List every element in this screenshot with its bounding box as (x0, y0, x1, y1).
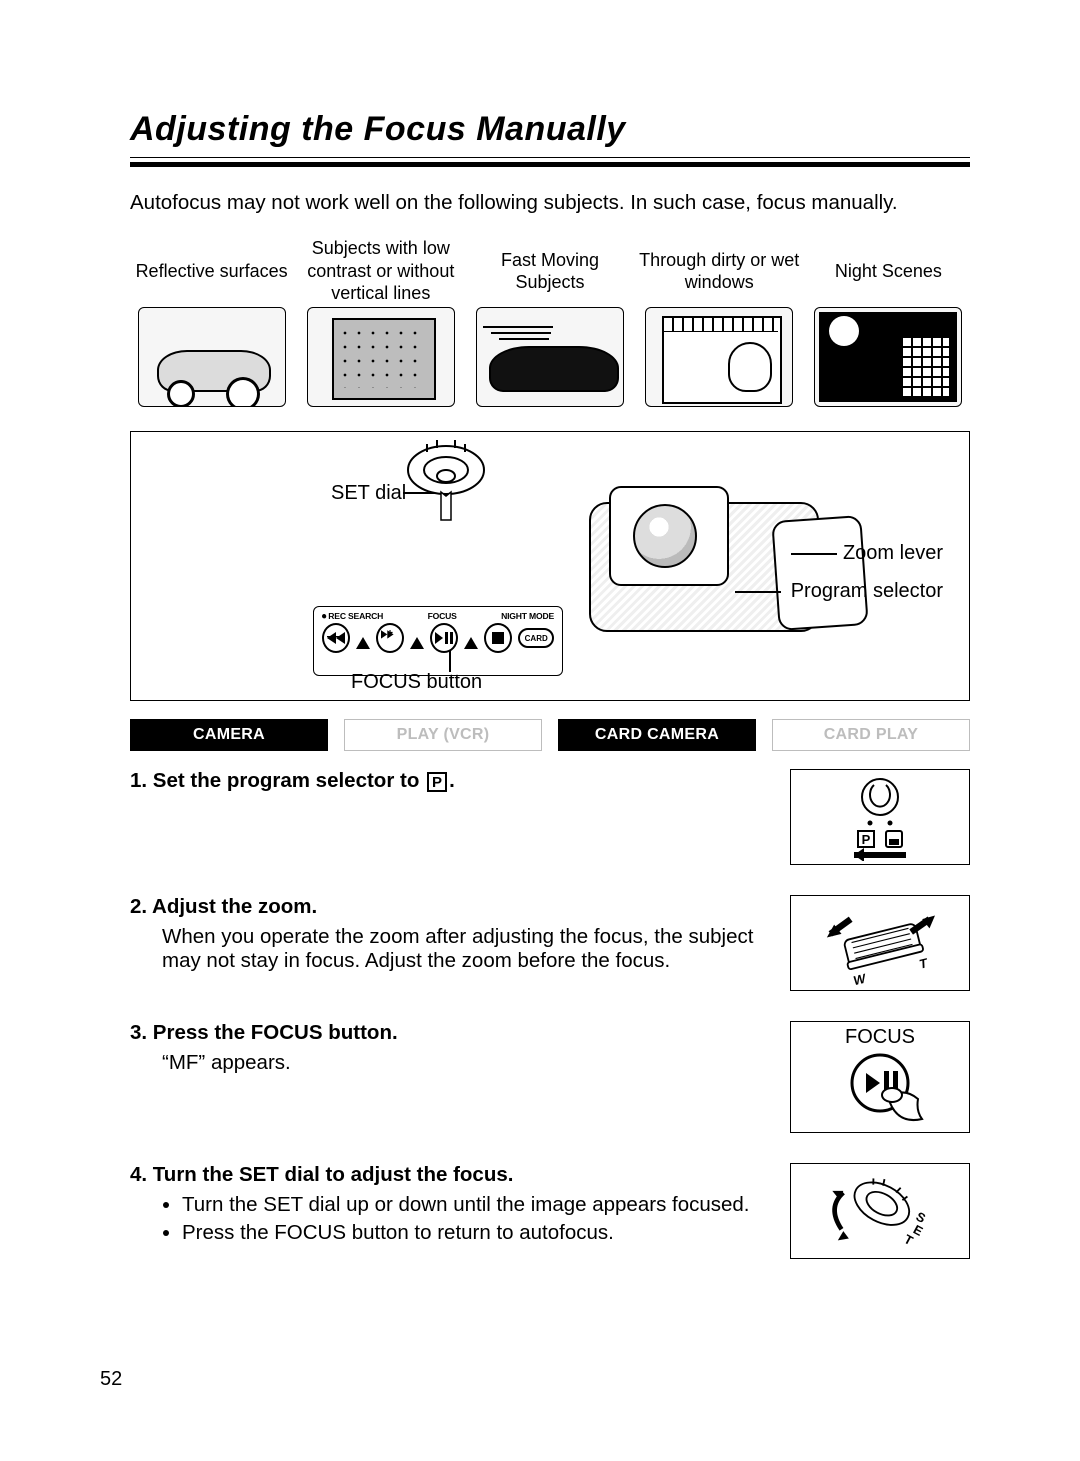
subject-lowcontrast-label: Subjects with low contrast or without ve… (299, 235, 462, 307)
fastforward-button-icon: + (376, 623, 404, 653)
control-strip: REC SEARCH FOCUS NIGHT MODE – + (313, 606, 563, 676)
subject-dirty-label: Through dirty or wet windows (638, 235, 801, 307)
svg-text:–: – (334, 632, 339, 634)
svg-text:T: T (902, 1231, 916, 1248)
subject-night-label: Night Scenes (835, 235, 942, 307)
divider-icon (356, 637, 370, 649)
set-dial-turn-icon: S E T (790, 1163, 970, 1259)
step4-bullet1: Turn the SET dial up or down until the i… (182, 1193, 776, 1217)
zoom-lever-icon: W T (790, 895, 970, 991)
subject-row: Reflective surfaces Subjects with low co… (130, 235, 970, 407)
program-selector-icon: P (790, 769, 970, 865)
low-contrast-icon (307, 307, 455, 407)
mode-card-camera: CARD CAMERA (558, 719, 756, 751)
focus-button-label: FOCUS button (351, 671, 482, 694)
step3-title: 3. Press the FOCUS button. (130, 1021, 776, 1045)
strip-focus: FOCUS (428, 611, 457, 622)
fast-moving-icon (476, 307, 624, 407)
svg-text:T: T (918, 955, 930, 972)
camcorder-icon (549, 458, 849, 658)
stop-button-icon (484, 623, 512, 653)
mode-play-vcr: PLAY (VCR) (344, 719, 542, 751)
svg-text:P: P (862, 832, 871, 847)
card-badge: CARD (518, 628, 554, 648)
divider-icon (464, 637, 478, 649)
camera-diagram: SET dial Zoom lever Program selector REC… (130, 431, 970, 701)
svg-text:FOCUS: FOCUS (845, 1026, 915, 1048)
zoom-lever-label: Zoom lever (843, 542, 943, 565)
step3-body: “MF” appears. (162, 1051, 776, 1075)
rewind-button-icon: – (322, 623, 350, 653)
mode-card-play: CARD PLAY (772, 719, 970, 751)
subject-reflective-label: Reflective surfaces (136, 235, 288, 307)
page-title: Adjusting the Focus Manually (130, 110, 970, 149)
set-dial-label: SET dial (331, 482, 406, 505)
intro-text: Autofocus may not work well on the follo… (130, 191, 970, 215)
dirty-window-icon (645, 307, 793, 407)
step4-title: 4. Turn the SET dial to adjust the focus… (130, 1163, 776, 1187)
strip-rec-search: REC SEARCH (322, 611, 383, 622)
step1-title: 1. Set the program selector to P. (130, 769, 776, 793)
steps: 1. Set the program selector to P. P (130, 769, 970, 1259)
page-number: 52 (100, 1368, 122, 1391)
strip-night-mode: NIGHT MODE (501, 611, 554, 622)
mode-camera: CAMERA (130, 719, 328, 751)
reflective-surface-icon (138, 307, 286, 407)
focus-button-icon: FOCUS (790, 1021, 970, 1133)
subject-fast-label: Fast Moving Subjects (468, 235, 631, 307)
title-rule (130, 157, 970, 167)
mode-bar: CAMERA PLAY (VCR) CARD CAMERA CARD PLAY (130, 719, 970, 751)
play-pause-button-icon (430, 623, 458, 653)
divider-icon (410, 637, 424, 649)
svg-text:W: W (852, 970, 869, 987)
step2-body: When you operate the zoom after adjustin… (162, 925, 776, 973)
program-selector-label: Program selector (791, 580, 943, 603)
night-scene-icon (814, 307, 962, 407)
step2-title: 2. Adjust the zoom. (130, 895, 776, 919)
set-dial-icon (401, 440, 491, 526)
step4-bullet2: Press the FOCUS button to return to auto… (182, 1221, 776, 1245)
manual-page: Adjusting the Focus Manually Autofocus m… (0, 0, 1080, 1461)
